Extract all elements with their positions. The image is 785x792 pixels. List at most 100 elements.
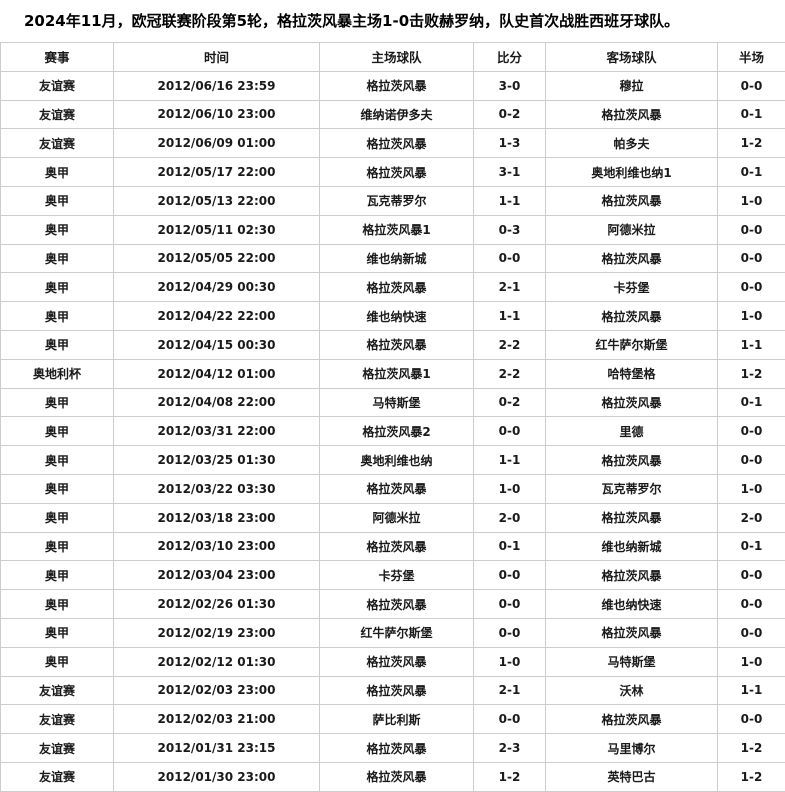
cell-away-team: 里德 [545, 416, 718, 447]
cell-score: 1-1 [473, 445, 546, 475]
cell-competition: 友谊赛 [0, 761, 114, 792]
cell-home-team: 格拉茨风暴1 [319, 358, 474, 389]
cell-competition: 奥甲 [0, 157, 114, 187]
cell-score: 2-2 [473, 329, 546, 360]
table-row: 奥甲 2012/05/11 02:30 格拉茨风暴1 0-3 阿德米拉 0-0 [0, 214, 785, 245]
cell-half-time: 0-0 [717, 416, 785, 447]
cell-time: 2012/01/30 23:00 [113, 761, 320, 792]
cell-time: 2012/06/09 01:00 [113, 128, 320, 159]
cell-home-team: 格拉茨风暴 [319, 272, 474, 303]
cell-half-time: 2-0 [717, 502, 785, 533]
cell-competition: 奥甲 [0, 185, 114, 216]
cell-half-time: 0-0 [717, 617, 785, 648]
table-row: 奥甲 2012/04/08 22:00 马特斯堡 0-2 格拉茨风暴 0-1 [0, 387, 785, 418]
cell-home-team: 马特斯堡 [319, 387, 474, 418]
cell-time: 2012/05/11 02:30 [113, 214, 320, 245]
cell-away-team: 帕多夫 [545, 128, 718, 159]
cell-time: 2012/03/10 23:00 [113, 531, 320, 562]
cell-away-team: 格拉茨风暴 [545, 617, 718, 648]
match-results-table: 赛事 时间 主场球队 比分 客场球队 半场 友谊赛 2012/06/16 23:5… [0, 42, 785, 792]
table-row: 友谊赛 2012/06/10 23:00 维纳诺伊多夫 0-2 格拉茨风暴 0-1 [0, 99, 785, 130]
cell-score: 1-0 [473, 473, 546, 504]
table-row: 友谊赛 2012/06/16 23:59 格拉茨风暴 3-0 穆拉 0-0 [0, 70, 785, 101]
cell-half-time: 0-0 [717, 560, 785, 591]
table-row: 奥甲 2012/03/22 03:30 格拉茨风暴 1-0 瓦克蒂罗尔 1-0 [0, 473, 785, 504]
cell-away-team: 马里博尔 [545, 733, 718, 763]
table-row: 奥甲 2012/05/13 22:00 瓦克蒂罗尔 1-1 格拉茨风暴 1-0 [0, 185, 785, 216]
cell-score: 0-0 [473, 589, 546, 619]
headline-text: 2024年11月，欧冠联赛阶段第5轮，格拉茨风暴主场1-0击败赫罗纳，队史首次战… [24, 12, 680, 30]
table-row: 奥甲 2012/03/04 23:00 卡芬堡 0-0 格拉茨风暴 0-0 [0, 560, 785, 591]
cell-home-team: 格拉茨风暴 [319, 473, 474, 504]
cell-time: 2012/04/15 00:30 [113, 329, 320, 360]
table-row: 奥地利杯 2012/04/12 01:00 格拉茨风暴1 2-2 哈特堡格 1-2 [0, 358, 785, 389]
cell-score: 0-3 [473, 214, 546, 245]
cell-home-team: 维纳诺伊多夫 [319, 99, 474, 130]
column-header-competition: 赛事 [0, 42, 114, 72]
cell-time: 2012/02/26 01:30 [113, 589, 320, 619]
column-header-time: 时间 [113, 42, 320, 72]
cell-home-team: 卡芬堡 [319, 560, 474, 591]
cell-home-team: 格拉茨风暴 [319, 157, 474, 187]
cell-home-team: 格拉茨风暴 [319, 70, 474, 101]
table-row: 奥甲 2012/03/18 23:00 阿德米拉 2-0 格拉茨风暴 2-0 [0, 502, 785, 533]
cell-time: 2012/03/18 23:00 [113, 502, 320, 533]
cell-competition: 奥地利杯 [0, 358, 114, 389]
cell-competition: 奥甲 [0, 243, 114, 274]
cell-score: 1-0 [473, 646, 546, 677]
cell-away-team: 格拉茨风暴 [545, 185, 718, 216]
cell-half-time: 0-0 [717, 704, 785, 735]
cell-competition: 奥甲 [0, 617, 114, 648]
table-row: 奥甲 2012/04/29 00:30 格拉茨风暴 2-1 卡芬堡 0-0 [0, 272, 785, 303]
cell-away-team: 阿德米拉 [545, 214, 718, 245]
cell-home-team: 萨比利斯 [319, 704, 474, 735]
cell-time: 2012/01/31 23:15 [113, 733, 320, 763]
cell-away-team: 瓦克蒂罗尔 [545, 473, 718, 504]
cell-competition: 奥甲 [0, 646, 114, 677]
cell-away-team: 英特巴古 [545, 761, 718, 792]
cell-time: 2012/02/03 21:00 [113, 704, 320, 735]
cell-half-time: 1-2 [717, 128, 785, 159]
table-row: 奥甲 2012/03/25 01:30 奥地利维也纳 1-1 格拉茨风暴 0-0 [0, 445, 785, 475]
cell-away-team: 格拉茨风暴 [545, 445, 718, 475]
table-row: 奥甲 2012/05/17 22:00 格拉茨风暴 3-1 奥地利维也纳1 0-1 [0, 157, 785, 187]
cell-half-time: 0-0 [717, 589, 785, 619]
cell-competition: 奥甲 [0, 531, 114, 562]
cell-home-team: 奥地利维也纳 [319, 445, 474, 475]
cell-score: 3-1 [473, 157, 546, 187]
cell-score: 0-0 [473, 243, 546, 274]
cell-time: 2012/06/16 23:59 [113, 70, 320, 101]
cell-away-team: 格拉茨风暴 [545, 704, 718, 735]
cell-away-team: 维也纳新城 [545, 531, 718, 562]
cell-competition: 奥甲 [0, 329, 114, 360]
cell-home-team: 格拉茨风暴 [319, 761, 474, 792]
cell-time: 2012/04/12 01:00 [113, 358, 320, 389]
table-row: 奥甲 2012/02/12 01:30 格拉茨风暴 1-0 马特斯堡 1-0 [0, 646, 785, 677]
table-row: 奥甲 2012/04/15 00:30 格拉茨风暴 2-2 红牛萨尔斯堡 1-1 [0, 329, 785, 360]
cell-home-team: 格拉茨风暴 [319, 589, 474, 619]
cell-time: 2012/04/22 22:00 [113, 301, 320, 331]
cell-half-time: 0-0 [717, 70, 785, 101]
cell-home-team: 阿德米拉 [319, 502, 474, 533]
cell-away-team: 哈特堡格 [545, 358, 718, 389]
cell-score: 1-3 [473, 128, 546, 159]
cell-time: 2012/04/08 22:00 [113, 387, 320, 418]
cell-time: 2012/06/10 23:00 [113, 99, 320, 130]
cell-score: 2-0 [473, 502, 546, 533]
cell-score: 0-2 [473, 99, 546, 130]
cell-half-time: 1-2 [717, 358, 785, 389]
column-header-half-time: 半场 [717, 42, 785, 72]
cell-competition: 奥甲 [0, 560, 114, 591]
table-row: 友谊赛 2012/06/09 01:00 格拉茨风暴 1-3 帕多夫 1-2 [0, 128, 785, 159]
cell-away-team: 卡芬堡 [545, 272, 718, 303]
cell-score: 2-3 [473, 733, 546, 763]
cell-time: 2012/05/17 22:00 [113, 157, 320, 187]
cell-competition: 友谊赛 [0, 128, 114, 159]
cell-home-team: 格拉茨风暴 [319, 531, 474, 562]
cell-half-time: 1-0 [717, 301, 785, 331]
cell-home-team: 红牛萨尔斯堡 [319, 617, 474, 648]
cell-time: 2012/03/31 22:00 [113, 416, 320, 447]
cell-score: 1-1 [473, 185, 546, 216]
cell-score: 0-0 [473, 416, 546, 447]
